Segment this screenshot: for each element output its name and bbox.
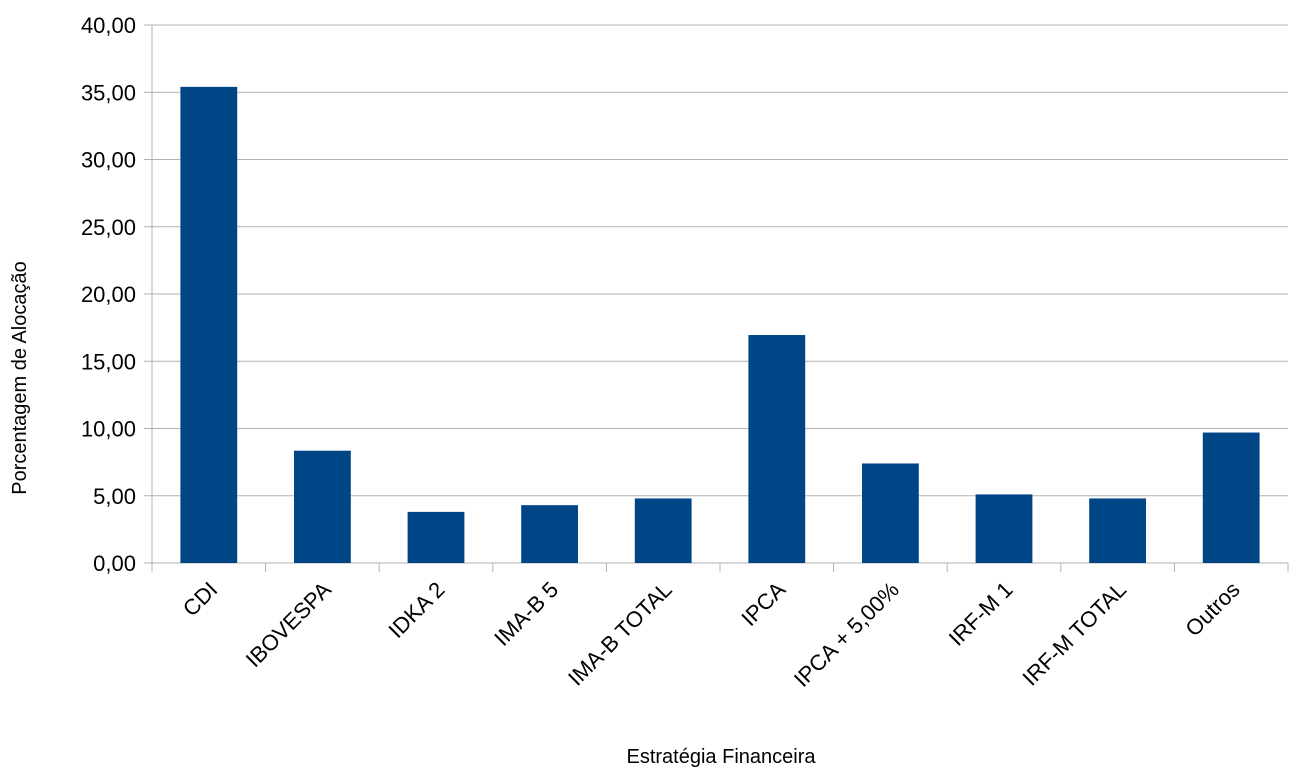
bar-irf-m-total [1089,498,1146,563]
bar-idka-2 [407,511,465,563]
x-category-label: IMA-B TOTAL [563,577,677,691]
y-axis-title: Porcentagem de Alocação [9,261,31,495]
bar-cdi [180,86,238,564]
bar-ipca-5-00- [862,463,919,563]
x-category-label: IMA-B 5 [489,577,563,651]
bar-ima-b-total [634,498,692,563]
bars [180,86,1260,564]
y-tick-label: 20,00 [81,282,136,307]
x-category-label: CDI [178,577,222,621]
x-category-label: IBOVESPA [241,577,336,672]
y-tick-label: 35,00 [81,80,136,105]
y-tick-label: 40,00 [81,13,136,38]
bar-ibovespa [294,450,351,563]
x-axis-title: Estratégia Financeira [627,746,817,768]
bar-irf-m-1 [975,494,1033,563]
x-category-label: IRF-M TOTAL [1018,577,1132,691]
x-category-labels: CDI IBOVESPA IDKA 2 IMA-B 5 IMA-B TOTAL IPCAI… [178,577,1245,692]
axes [144,24,1289,572]
bar-outros [1202,432,1260,563]
x-category-label: IDKA 2 [383,577,449,643]
y-tick-label: 25,00 [81,215,136,240]
x-category-label: IRF-M 1 [944,577,1018,651]
y-tick-label: 0,00 [93,551,136,576]
y-tick-label: 10,00 [81,417,136,442]
bar-ima-b-5 [521,505,578,563]
bar-ipca [748,335,806,563]
x-category-label: IPCA [736,577,790,631]
y-tick-label: 5,00 [93,484,136,509]
y-tick-labels: 0,00 5,00 10,00 15,00 20,00 25,00 30,00 35,00 40… [81,13,136,576]
y-tick-label: 30,00 [81,148,136,173]
x-category-label: Outros [1180,577,1244,641]
y-tick-label: 15,00 [81,349,136,374]
x-category-label: IPCA + 5,00% [789,577,904,692]
